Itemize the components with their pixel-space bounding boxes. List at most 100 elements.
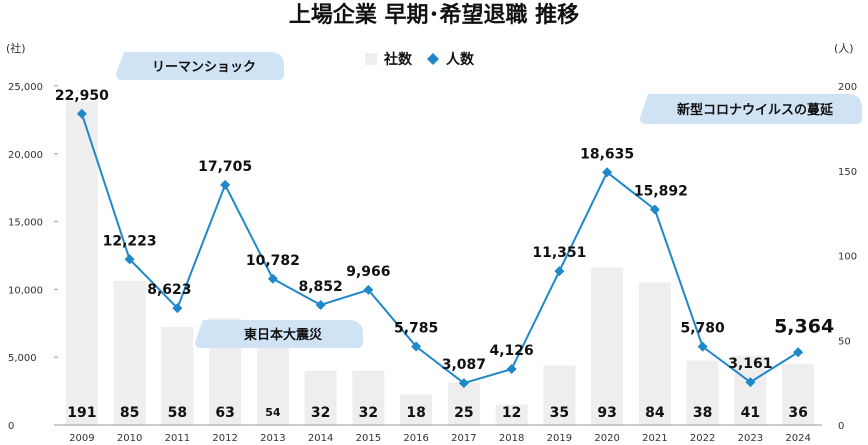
x-tick-label: 2014 <box>308 433 333 444</box>
x-tick-label: 2017 <box>451 433 476 444</box>
point-value-label: 8,623 <box>147 282 191 298</box>
bar-value-label: 84 <box>645 405 665 421</box>
left-tick-label: 10,000 <box>8 285 43 296</box>
annotation-text: 新型コロナウイルスの蔓延 <box>677 102 834 118</box>
legend: 社数 人数 <box>365 51 475 68</box>
bar-value-label: 85 <box>120 405 139 421</box>
bar-value-label: 191 <box>67 405 96 421</box>
bar <box>591 267 624 425</box>
point-value-label: 22,950 <box>55 88 109 104</box>
legend-bar-swatch <box>365 53 377 65</box>
bar <box>447 382 480 425</box>
x-tick-label: 2023 <box>738 433 763 444</box>
left-axis: 0 5,000 10,000 15,000 20,000 25,000 <box>8 82 58 432</box>
bar <box>65 101 98 425</box>
line-point <box>267 273 278 284</box>
line-series <box>76 108 804 389</box>
bar-value-label: 63 <box>215 405 234 421</box>
x-tick-label: 2010 <box>117 433 142 444</box>
left-axis-unit: (社) <box>6 41 26 55</box>
legend-bar-label: 社数 <box>383 51 413 68</box>
bar-value-label: 41 <box>741 405 760 421</box>
point-value-label: 5,785 <box>394 321 438 337</box>
bar-value-label: 12 <box>502 405 521 421</box>
x-tick-label: 2016 <box>403 433 428 444</box>
left-tick-label: 15,000 <box>8 218 43 229</box>
bar <box>543 365 576 425</box>
x-tick-label: 2015 <box>356 433 381 444</box>
right-axis-unit: (人) <box>834 42 854 55</box>
line-point <box>793 347 804 358</box>
line-point <box>506 364 517 375</box>
line-point <box>124 254 135 265</box>
bar-value-label: 25 <box>454 405 473 421</box>
bar <box>113 280 146 425</box>
annotation-callout <box>116 52 284 80</box>
annotation-callout <box>640 94 862 124</box>
line-point <box>745 377 756 388</box>
line-point <box>554 266 565 277</box>
left-tick-label: 5,000 <box>8 353 37 364</box>
point-value-label: 5,780 <box>680 321 725 337</box>
line-point <box>411 341 422 352</box>
line-point <box>172 303 183 314</box>
line-point <box>649 204 660 215</box>
bar <box>782 363 815 425</box>
legend-line-label: 人数 <box>446 51 475 68</box>
right-tick-label: 100 <box>838 252 857 263</box>
right-axis: 0 50 100 150 200 <box>838 82 857 432</box>
left-tick-label: 0 <box>8 421 14 432</box>
point-value-label: 3,087 <box>442 357 486 373</box>
point-value-label: 3,161 <box>728 356 772 372</box>
line-point <box>76 108 87 119</box>
point-value-label: 9,966 <box>346 264 390 280</box>
point-value-label: 8,852 <box>298 279 342 295</box>
x-tick-label: 2009 <box>69 433 94 444</box>
point-value-label: 5,364 <box>774 315 834 337</box>
left-tick-label: 25,000 <box>8 82 43 93</box>
point-value-label: 15,892 <box>634 184 688 200</box>
chart-title: 上場企業 早期･希望退職 推移 <box>289 2 579 28</box>
bar-value-label: 35 <box>550 405 569 421</box>
bar <box>638 282 671 425</box>
x-tick-label: 2020 <box>594 433 619 444</box>
bar-value-label: 38 <box>693 405 712 421</box>
bar-value-label: 18 <box>406 405 425 421</box>
x-tick-label: 2022 <box>690 433 715 444</box>
line-path <box>80 113 799 385</box>
right-tick-label: 200 <box>838 82 857 93</box>
x-tick-label: 2019 <box>547 433 572 444</box>
bar-value-label: 32 <box>359 405 378 421</box>
bar-value-label: 58 <box>168 405 187 421</box>
point-value-label: 12,223 <box>103 233 157 249</box>
bar <box>256 333 289 425</box>
bar-value-label: 54 <box>265 406 281 419</box>
x-tick-label: 2013 <box>260 433 285 444</box>
bar-series <box>65 101 815 425</box>
legend-diamond-icon <box>427 53 439 65</box>
left-tick-label: 20,000 <box>8 150 43 161</box>
line-point <box>363 284 374 295</box>
bar-value-label: 32 <box>311 405 330 421</box>
line-point <box>315 299 326 310</box>
line-point <box>458 378 469 389</box>
bar <box>734 355 767 425</box>
bar <box>686 360 719 425</box>
line-point <box>220 179 231 190</box>
point-value-label: 10,782 <box>246 253 300 269</box>
bar <box>161 326 194 425</box>
x-tick-label: 2012 <box>212 433 237 444</box>
bar <box>495 404 528 425</box>
bar-value-label: 36 <box>788 405 807 421</box>
x-tick-label: 2021 <box>642 433 667 444</box>
bar-value-label: 93 <box>597 405 616 421</box>
right-tick-label: 0 <box>838 421 844 432</box>
right-tick-label: 50 <box>838 336 851 347</box>
point-value-label: 18,635 <box>580 146 634 162</box>
line-point <box>602 167 613 178</box>
bar <box>400 394 433 425</box>
x-axis: 2009 2010 2011 2012 2013 2014 2015 2016 2017 2018… <box>69 433 811 444</box>
point-value-label: 17,705 <box>198 159 252 175</box>
